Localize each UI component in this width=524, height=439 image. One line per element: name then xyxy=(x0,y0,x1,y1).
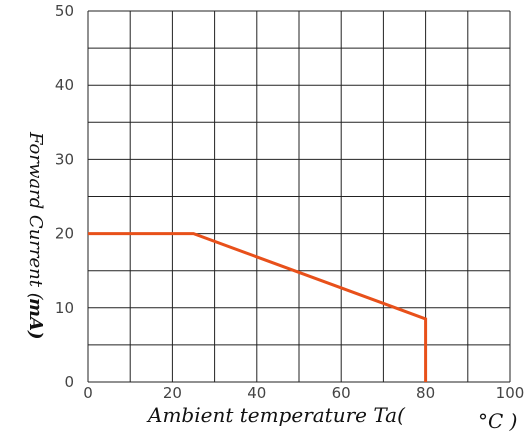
x-tick-label: 0 xyxy=(83,384,93,402)
series-group xyxy=(88,232,428,382)
x-axis-unit: °C ) xyxy=(478,409,517,433)
x-tick-label: 60 xyxy=(332,384,351,402)
x-axis-label: Ambient temperature Ta( xyxy=(146,403,406,427)
y-tick-label: 30 xyxy=(55,150,74,168)
y-tick-labels: 0 10 20 30 40 50 xyxy=(55,2,74,391)
x-tick-label: 100 xyxy=(496,384,524,402)
y-tick-label: 50 xyxy=(55,2,74,20)
y-tick-label: 20 xyxy=(55,225,74,243)
series-line xyxy=(88,232,428,382)
x-tick-label: 40 xyxy=(247,384,266,402)
y-tick-label: 40 xyxy=(55,76,74,94)
y-axis-unit: mA) xyxy=(25,298,46,340)
grid xyxy=(87,10,511,383)
y-axis-label: Forward Current ( xyxy=(25,131,46,301)
y-tick-label: 0 xyxy=(64,373,74,391)
y-tick-label: 10 xyxy=(55,299,74,317)
x-tick-labels: 0 20 40 60 80 100 xyxy=(83,384,524,402)
x-tick-label: 80 xyxy=(416,384,435,402)
x-tick-label: 20 xyxy=(163,384,182,402)
